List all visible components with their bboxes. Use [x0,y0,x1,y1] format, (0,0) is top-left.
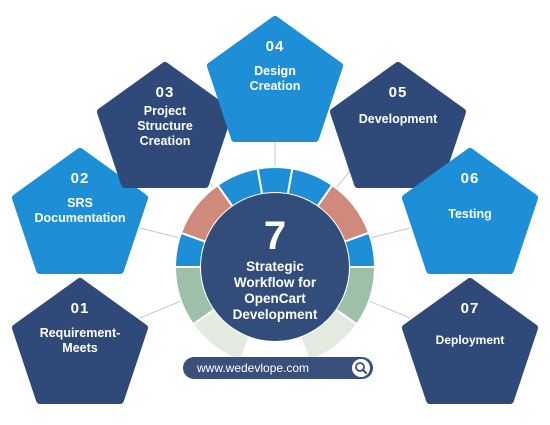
step-label: Project Structure Creation [95,104,235,149]
step-06-card: 06 Testing [400,148,540,274]
pentagon-shape [207,16,343,142]
step-05-card: 05 Development [328,62,468,188]
pentagon-shape [402,148,538,274]
step-label-line: Deployment [435,333,505,347]
search-icon[interactable] [352,359,370,377]
step-label: Deployment [400,333,540,348]
step-label-line: Structure [137,119,193,133]
step-label-line: Development [358,112,438,126]
pentagon-shape [12,278,148,404]
center-circle [201,193,349,341]
center-title-line: Development [232,307,318,322]
step-label-line: Creation [249,79,301,93]
step-label: SRS Documentation [10,196,150,226]
progress-ring [173,166,377,363]
step-number: 05 [388,84,408,101]
step-label-line: Requirement- [39,326,121,340]
center-number: 7 [263,214,287,258]
step-04-card: 04 Design Creation [205,16,345,142]
step-03-card: 03 Project Structure Creation [95,62,235,188]
pentagon-shape [12,148,148,274]
ring-segment [256,166,294,196]
step-label-line: Testing [448,207,492,221]
step-number: 03 [155,84,175,101]
step-07-card: 07 Deployment [400,278,540,404]
step-label-line: SRS [67,196,93,210]
step-label-line: Documentation [34,211,126,225]
center-title-line: Workflow for [233,275,317,290]
step-number: 01 [70,300,90,317]
step-number: 06 [460,170,480,187]
step-number: 04 [265,38,285,55]
pentagon-shape [330,62,466,188]
step-label-line: Design [254,64,296,78]
step-02-card: 02 SRS Documentation [10,148,150,274]
website-url[interactable]: www.wedevlope.com [197,361,310,375]
center-title-line: OpenCart [244,291,306,306]
step-label: Testing [400,207,540,222]
step-label: Design Creation [205,64,345,94]
step-label: Requirement- Meets [10,326,150,356]
step-number: 02 [70,170,90,187]
step-label-line: Creation [139,134,191,148]
step-label-line: Project [143,104,187,118]
pentagon-shape [97,62,233,188]
step-label: Development [328,112,468,127]
center-title-line: Strategic [246,259,304,274]
step-label-line: Meets [62,341,98,355]
website-url-bar[interactable]: www.wedevlope.com [183,357,373,379]
pentagon-shape [402,278,538,404]
step-01-card: 01 Requirement- Meets [10,278,150,404]
step-number: 07 [460,300,480,317]
